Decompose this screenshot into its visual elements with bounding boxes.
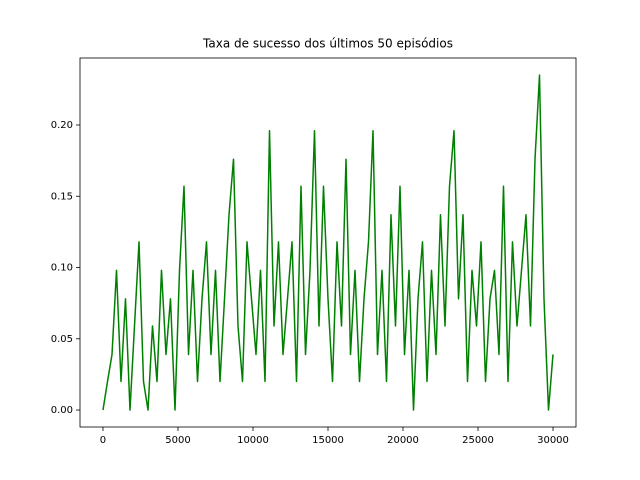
y-tick-label: 0.05 (51, 334, 73, 345)
line-series (102, 74, 554, 411)
y-tick-label: 0.20 (51, 120, 73, 131)
x-tick-label: 20000 (387, 435, 419, 446)
y-tick-label: 0.10 (51, 263, 73, 274)
y-tick-label: 0.15 (51, 191, 73, 202)
y-tick-label: 0.00 (51, 405, 73, 416)
x-tick-label: 30000 (537, 435, 569, 446)
x-tick-label: 15000 (312, 435, 344, 446)
chart-title: Taxa de sucesso dos últimos 50 episódios (202, 37, 453, 51)
x-tick-label: 5000 (165, 435, 190, 446)
x-tick-label: 10000 (237, 435, 269, 446)
x-tick-label: 0 (100, 435, 106, 446)
plot-frame (79, 57, 577, 428)
x-tick-label: 25000 (462, 435, 494, 446)
